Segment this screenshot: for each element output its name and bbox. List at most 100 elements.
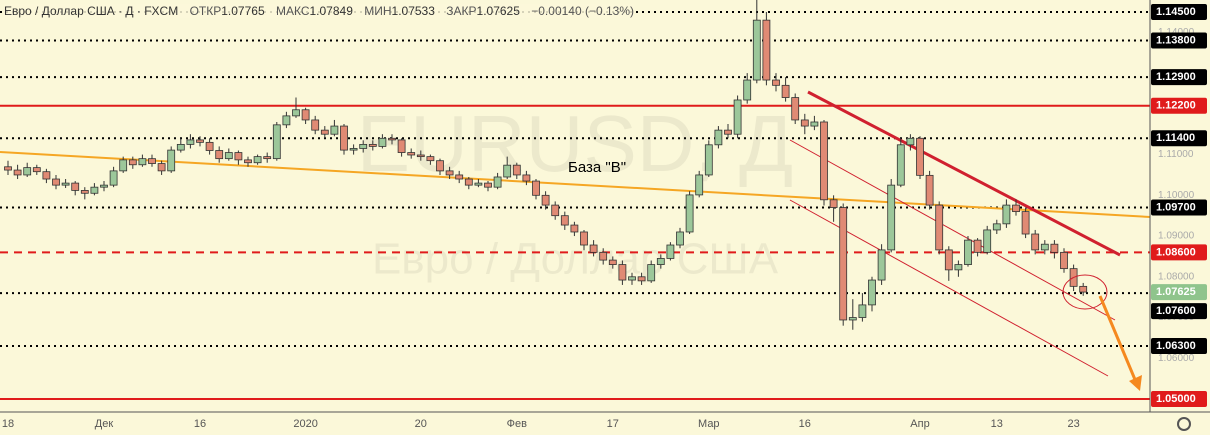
- level-label: 1.12200: [1156, 100, 1196, 112]
- level-label: 1.12900: [1156, 71, 1196, 83]
- candle-body: [484, 182, 492, 188]
- candle-body: [512, 164, 521, 176]
- candle-body: [608, 259, 617, 265]
- x-tick-label: Дек: [95, 418, 114, 430]
- ohlc-value: 1.07533: [391, 4, 435, 18]
- candle-body: [676, 231, 684, 246]
- candle-body: [848, 317, 857, 321]
- candle-body: [522, 174, 531, 182]
- level-label: 1.09700: [1156, 201, 1196, 213]
- candle-body: [762, 19, 771, 81]
- candle-body: [685, 194, 694, 233]
- candle-body: [445, 170, 454, 176]
- candle-body: [964, 239, 972, 265]
- level-label: 1.11400: [1156, 132, 1195, 144]
- level-label-bg: [1151, 244, 1207, 261]
- candle-body: [292, 109, 300, 117]
- x-tick-label: 17: [607, 418, 619, 430]
- trend-line: [0, 151, 1151, 218]
- candle-body: [196, 139, 204, 143]
- x-tick-label: Мар: [698, 418, 720, 430]
- candle-body: [656, 258, 665, 265]
- candle-body: [493, 176, 502, 188]
- candle-body: [215, 150, 224, 160]
- y-tick-label: 1.09000: [1158, 231, 1195, 242]
- candle-body: [157, 163, 166, 172]
- y-tick-label: 1.10000: [1158, 190, 1195, 201]
- level-label-bg: [1151, 338, 1207, 355]
- candle-body: [618, 264, 627, 281]
- candle-body: [560, 215, 569, 226]
- plot-bg: [0, 0, 1150, 412]
- candle-body: [388, 137, 396, 141]
- candle-body: [1079, 285, 1088, 293]
- level-label: 1.06300: [1156, 340, 1196, 352]
- candle-body: [772, 79, 780, 86]
- candle-body: [138, 158, 147, 166]
- candle-body: [743, 79, 752, 101]
- level-label-bg: [1151, 69, 1207, 86]
- candle-body: [791, 97, 800, 121]
- candle-body: [532, 180, 540, 196]
- x-tick-label: 13: [991, 418, 1003, 430]
- candle-body: [464, 178, 473, 186]
- candle-body: [128, 159, 137, 166]
- candle-body: [877, 249, 886, 281]
- level-label: 1.14500: [1156, 6, 1196, 18]
- candle-body: [436, 160, 444, 172]
- level-label: 1.13800: [1156, 34, 1196, 46]
- candle-body: [349, 148, 358, 151]
- candle-body: [1040, 243, 1049, 251]
- candle-body: [234, 152, 243, 161]
- candle-body: [397, 139, 406, 153]
- candle-body: [580, 231, 588, 246]
- candle-body: [666, 244, 675, 259]
- candle-body: [90, 186, 99, 194]
- candle-body: [1021, 211, 1030, 235]
- candle-body: [1031, 233, 1040, 251]
- watermark: Евро / Доллар США: [372, 235, 779, 284]
- y-axis-labels: 1.140001.110001.100001.090001.080001.070…: [1151, 4, 1207, 407]
- candle-body: [714, 129, 723, 146]
- header: Евро / Доллар США · Д · FXCM ОТКР1.07765…: [4, 4, 634, 18]
- candle-body: [23, 167, 32, 176]
- candle-body: [119, 159, 128, 172]
- candle-body: [109, 170, 118, 186]
- candle-body: [839, 207, 848, 321]
- candle-body: [868, 279, 876, 306]
- ohlc-value: 1.07625: [476, 4, 520, 18]
- candle-body: [32, 167, 41, 173]
- candle-body: [781, 84, 790, 98]
- candle-body: [474, 182, 483, 186]
- ohlc-label: ЗАКР: [446, 4, 477, 18]
- candle-body: [186, 139, 195, 145]
- x-tick-label: 16: [799, 418, 811, 430]
- candle-body: [455, 174, 464, 180]
- candle-body: [167, 149, 176, 172]
- candle-body: [148, 158, 156, 164]
- last-price-bg: [1151, 284, 1207, 301]
- candle-body: [599, 251, 608, 261]
- candle-body: [263, 156, 272, 160]
- candle-body: [330, 125, 339, 135]
- candle-body: [724, 129, 732, 135]
- candle-body: [311, 119, 320, 131]
- candle-body: [320, 129, 329, 135]
- arrow: [1098, 295, 1138, 383]
- y-tick-label: 1.06000: [1158, 353, 1195, 364]
- x-tick-label: 23: [1067, 418, 1079, 430]
- channel-line: [789, 139, 1116, 321]
- candle-body: [1002, 204, 1011, 225]
- candle-body: [810, 121, 819, 127]
- settings-icon[interactable]: [1177, 417, 1191, 431]
- candle-body: [925, 174, 934, 206]
- candle-body: [935, 204, 944, 251]
- candle-body: [340, 125, 348, 151]
- candle-body: [820, 121, 828, 201]
- candle-body: [253, 156, 262, 164]
- arrow-head: [1129, 375, 1142, 391]
- level-label-bg: [1151, 199, 1207, 216]
- candle-body: [944, 249, 953, 271]
- candle-body: [551, 204, 560, 217]
